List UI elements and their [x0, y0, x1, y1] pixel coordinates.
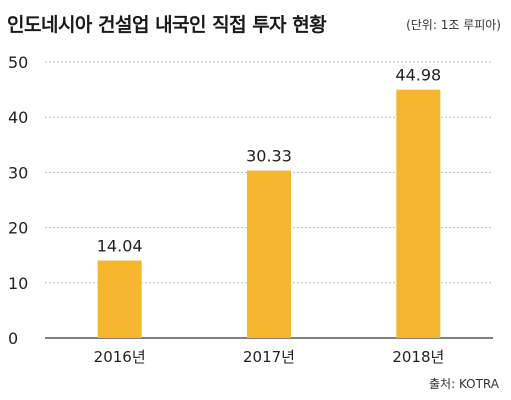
data-label: 14.04 — [97, 236, 143, 255]
x-tick-label: 2018년 — [392, 348, 444, 366]
data-label: 30.33 — [246, 147, 292, 166]
unit-label: (단위: 1조 루피아) — [406, 18, 501, 32]
y-tick-label: 30 — [8, 163, 28, 182]
x-tick-label: 2016년 — [94, 348, 146, 366]
data-label: 44.98 — [395, 66, 441, 85]
x-tick-label: 2017년 — [243, 348, 295, 366]
chart-title: 인도네시아 건설업 내국인 직접 투자 현황 — [7, 14, 327, 36]
bar — [396, 89, 441, 338]
y-tick-label: 50 — [8, 53, 28, 72]
bar — [97, 260, 142, 338]
y-tick-label: 0 — [8, 329, 18, 348]
chart-header: 인도네시아 건설업 내국인 직접 투자 현황 (단위: 1조 루피아) — [7, 10, 507, 40]
y-tick-label: 10 — [8, 274, 28, 293]
y-tick-label: 40 — [8, 108, 28, 127]
bar — [247, 170, 291, 338]
y-tick-label: 20 — [8, 219, 28, 238]
source-note: 출처: KOTRA — [429, 377, 499, 391]
